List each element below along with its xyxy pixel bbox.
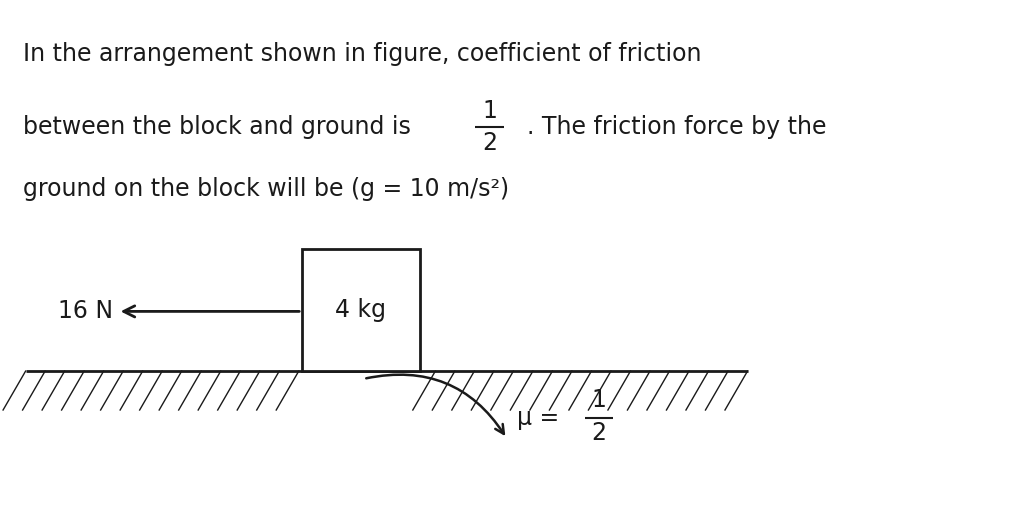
Text: 16 N: 16 N: [57, 299, 113, 323]
Text: ground on the block will be (g = 10 m/s²): ground on the block will be (g = 10 m/s²…: [23, 177, 509, 201]
Bar: [302, 249, 420, 371]
Text: 4 kg: 4 kg: [336, 298, 386, 322]
Text: 1: 1: [592, 388, 606, 412]
Text: between the block and ground is: between the block and ground is: [23, 115, 411, 139]
Text: In the arrangement shown in figure, coefficient of friction: In the arrangement shown in figure, coef…: [23, 43, 701, 66]
Text: . The friction force by the: . The friction force by the: [527, 115, 826, 139]
Text: μ =: μ =: [517, 406, 559, 430]
Text: 1: 1: [482, 99, 497, 122]
Text: 2: 2: [482, 131, 497, 155]
Text: 2: 2: [592, 421, 606, 445]
